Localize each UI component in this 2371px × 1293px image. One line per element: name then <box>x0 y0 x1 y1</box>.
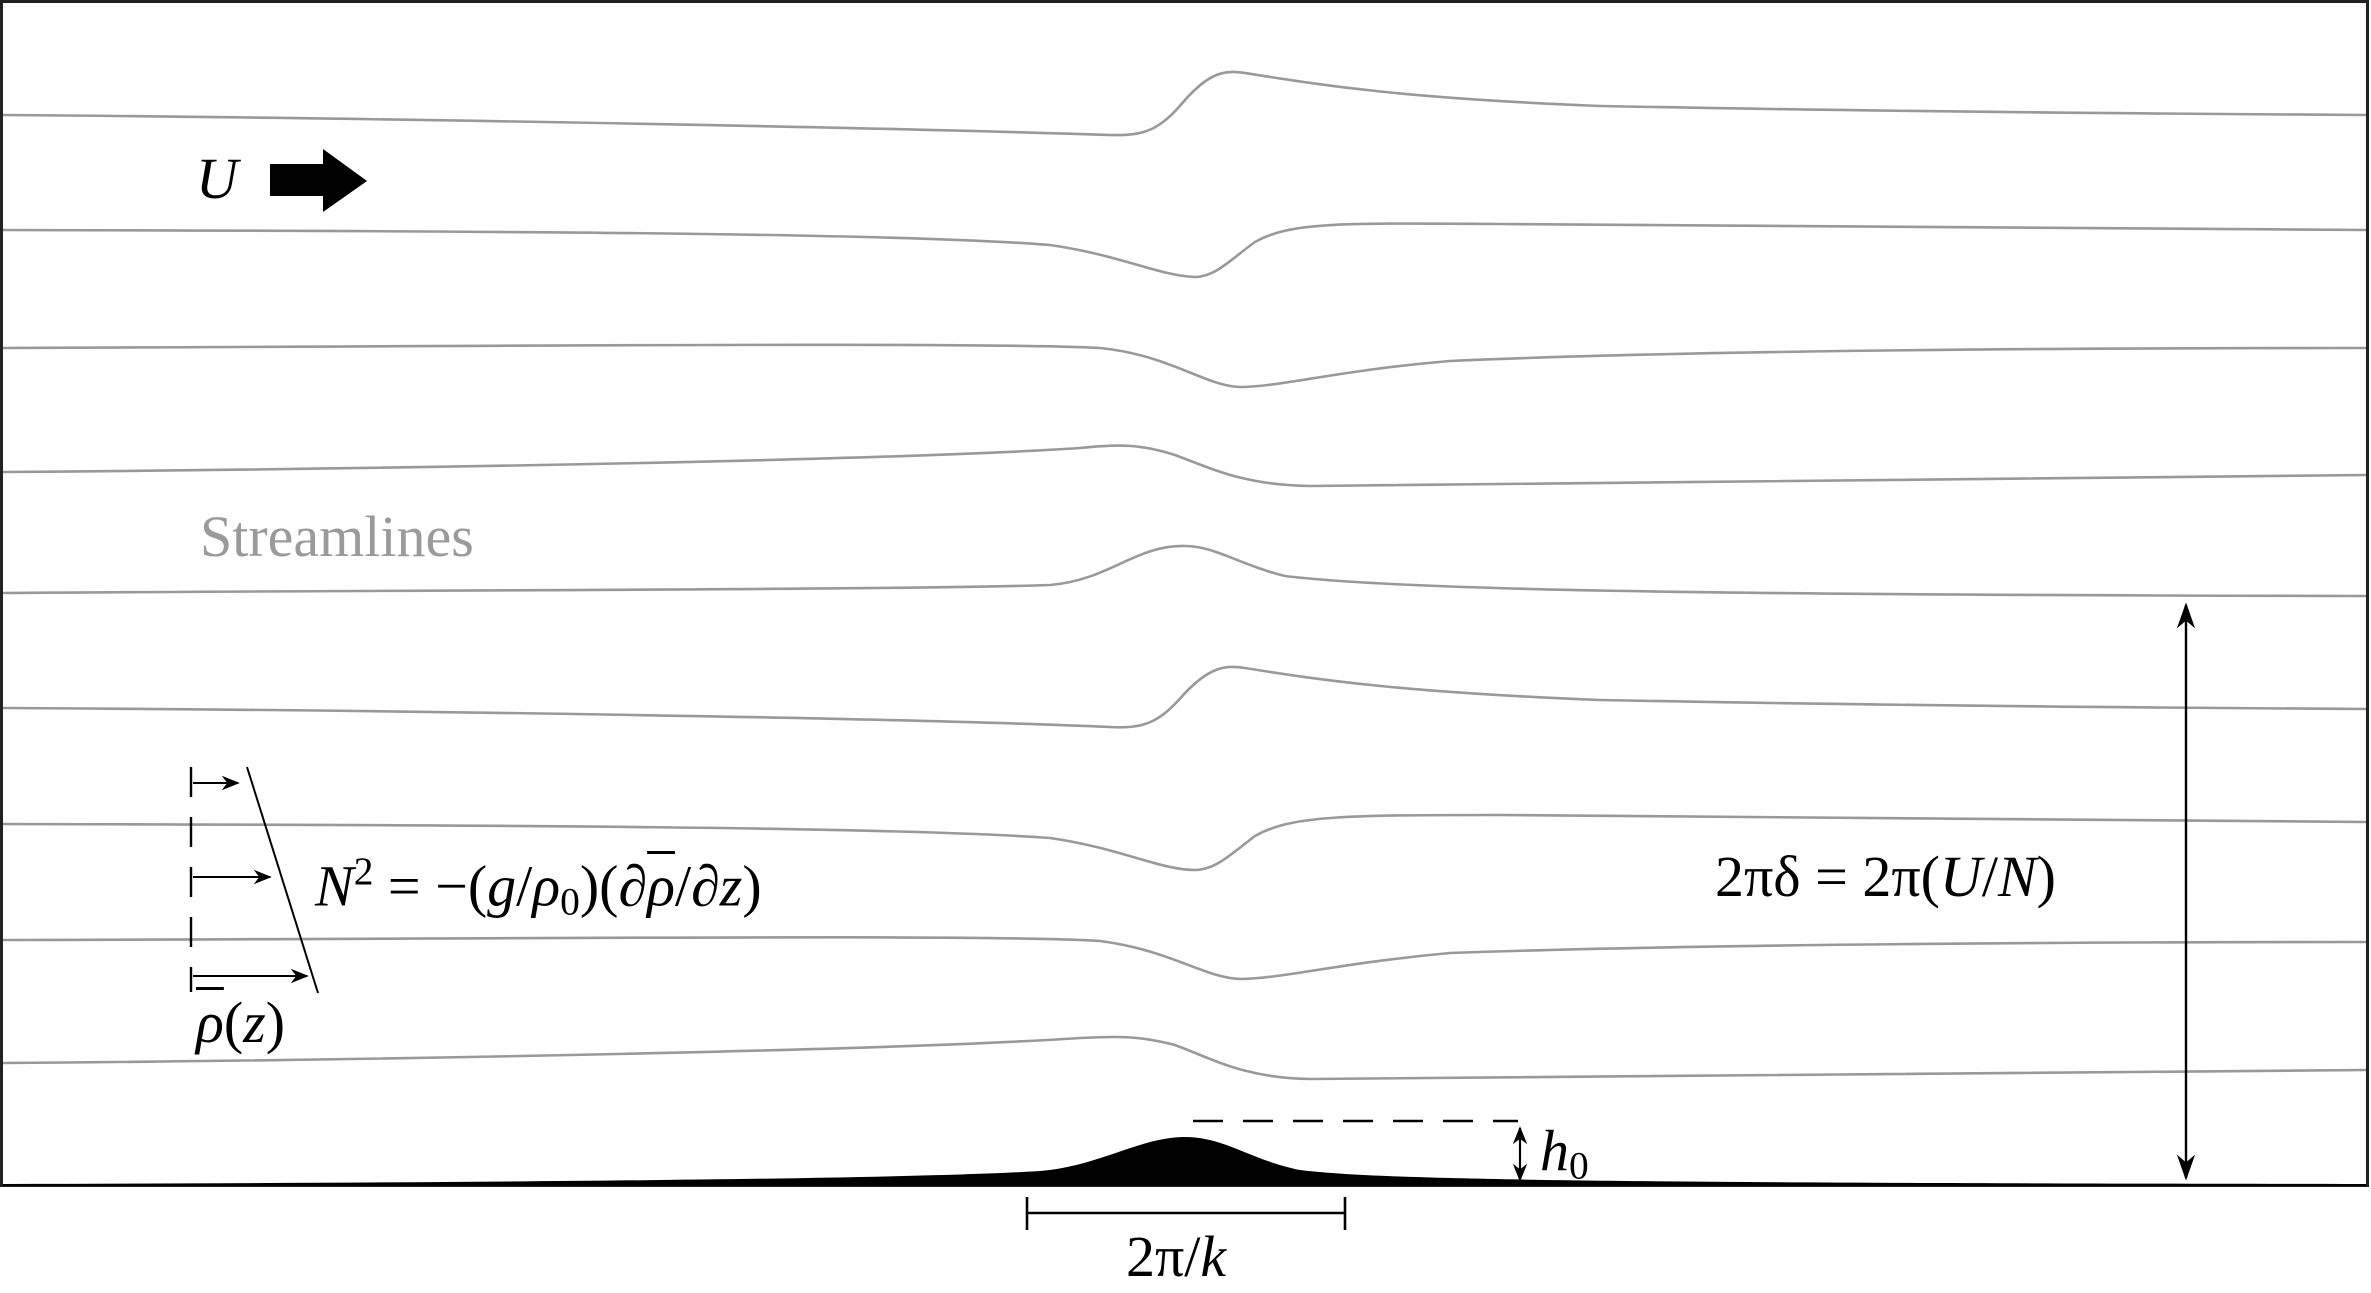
topography-bump <box>3 1137 2366 1186</box>
streamline-8 <box>2 936 2367 981</box>
eq-exponent: 2 <box>353 849 374 893</box>
h-sub: 0 <box>1569 1143 1589 1188</box>
streamlines <box>2 70 2367 1081</box>
streamline-1 <box>2 70 2367 137</box>
eq-close: ) <box>742 853 762 919</box>
eq-mid: )(∂ <box>579 853 648 919</box>
vw-slash: / <box>1981 844 1998 909</box>
streamline-6 <box>2 665 2367 729</box>
streamline-7 <box>2 813 2367 872</box>
eq-g: g <box>487 853 517 919</box>
vw-U: U <box>1939 844 1982 909</box>
vw-left: 2πδ = 2π( <box>1715 844 1940 909</box>
streamline-3 <box>2 343 2367 389</box>
density-profile-line <box>246 766 319 994</box>
rho-open: ( <box>223 990 244 1055</box>
horizontal-scale-bar <box>1025 1197 1347 1230</box>
horizontal-wavelength-label: 2π/k <box>1126 1228 1226 1286</box>
rho-z: z <box>243 990 266 1055</box>
eq-part1: = −( <box>373 853 488 919</box>
eq-rho: ρ <box>532 853 561 919</box>
streamlines-label: Streamlines <box>200 504 474 569</box>
hw-num: 2π/ <box>1126 1224 1201 1289</box>
eq-z: z <box>719 853 743 919</box>
vertical-wavelength-label: 2πδ = 2π(U/N) <box>1715 848 2056 906</box>
hw-k: k <box>1200 1224 1227 1289</box>
rho-bar: ρ <box>196 990 224 1055</box>
vw-close: ) <box>2036 844 2056 909</box>
bump-height-label: h0 <box>1540 1122 1589 1186</box>
flow-direction-arrow-icon <box>270 149 367 212</box>
streamline-5 <box>2 544 2367 598</box>
eq-rho-sub: 0 <box>560 879 580 924</box>
buoyancy-frequency-equation: N2 = −(g/ρ0)(∂ρ/∂z) <box>315 849 762 924</box>
rho-close: ) <box>265 990 286 1055</box>
eq-N: N <box>315 853 354 919</box>
eq-rhobar: ρ <box>647 853 675 919</box>
streamline-9 <box>2 1035 2367 1081</box>
density-profile-label: ρ(z) <box>196 994 285 1052</box>
streamline-2 <box>2 222 2367 279</box>
streamline-4 <box>2 444 2367 488</box>
eq-slash1: / <box>516 853 533 919</box>
h-letter: h <box>1540 1118 1569 1183</box>
vw-N: N <box>1997 844 2037 909</box>
velocity-label: U <box>196 146 238 211</box>
eq-slash2: /∂ <box>674 853 720 919</box>
